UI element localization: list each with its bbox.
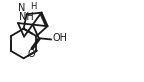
Text: O: O xyxy=(28,49,35,59)
Text: N: N xyxy=(18,3,26,13)
Text: NH: NH xyxy=(19,12,34,22)
Text: H: H xyxy=(30,2,37,11)
Text: OH: OH xyxy=(52,33,67,43)
